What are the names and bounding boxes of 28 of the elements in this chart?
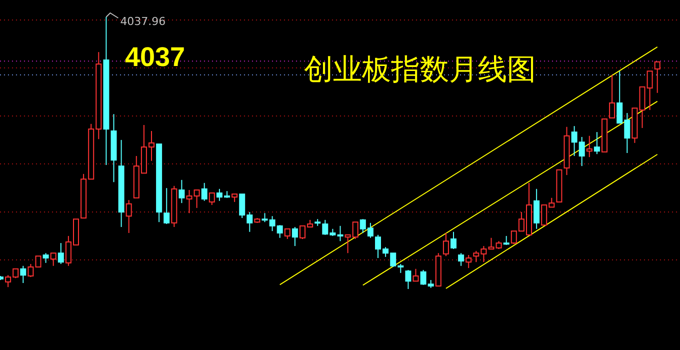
candlestick <box>35 256 42 268</box>
candlestick <box>178 179 185 204</box>
candlestick <box>609 74 616 118</box>
candlestick <box>292 226 298 247</box>
candlestick <box>42 252 49 264</box>
candlestick <box>20 265 26 284</box>
candlestick <box>442 232 449 257</box>
candlestick <box>58 242 64 264</box>
candlestick <box>164 188 170 224</box>
candlestick <box>412 268 419 282</box>
text: 创业板指数月线图 <box>304 52 536 86</box>
candlestick <box>654 61 660 94</box>
candlestick <box>466 254 472 269</box>
candlestick <box>28 263 34 278</box>
candlestick <box>337 225 344 242</box>
candlestick <box>201 182 208 202</box>
candlestick <box>586 135 592 158</box>
candlestick <box>50 252 56 266</box>
annotation: 4037.96 <box>120 15 166 28</box>
candlestick <box>284 228 290 240</box>
candlestick <box>208 192 215 206</box>
candlestick <box>450 231 456 250</box>
candlestick <box>405 269 412 290</box>
candlestick <box>126 200 132 234</box>
candlestick <box>534 188 540 230</box>
annotation: 4037 <box>125 42 186 72</box>
candlestick <box>594 132 600 155</box>
candlestick <box>458 252 464 266</box>
